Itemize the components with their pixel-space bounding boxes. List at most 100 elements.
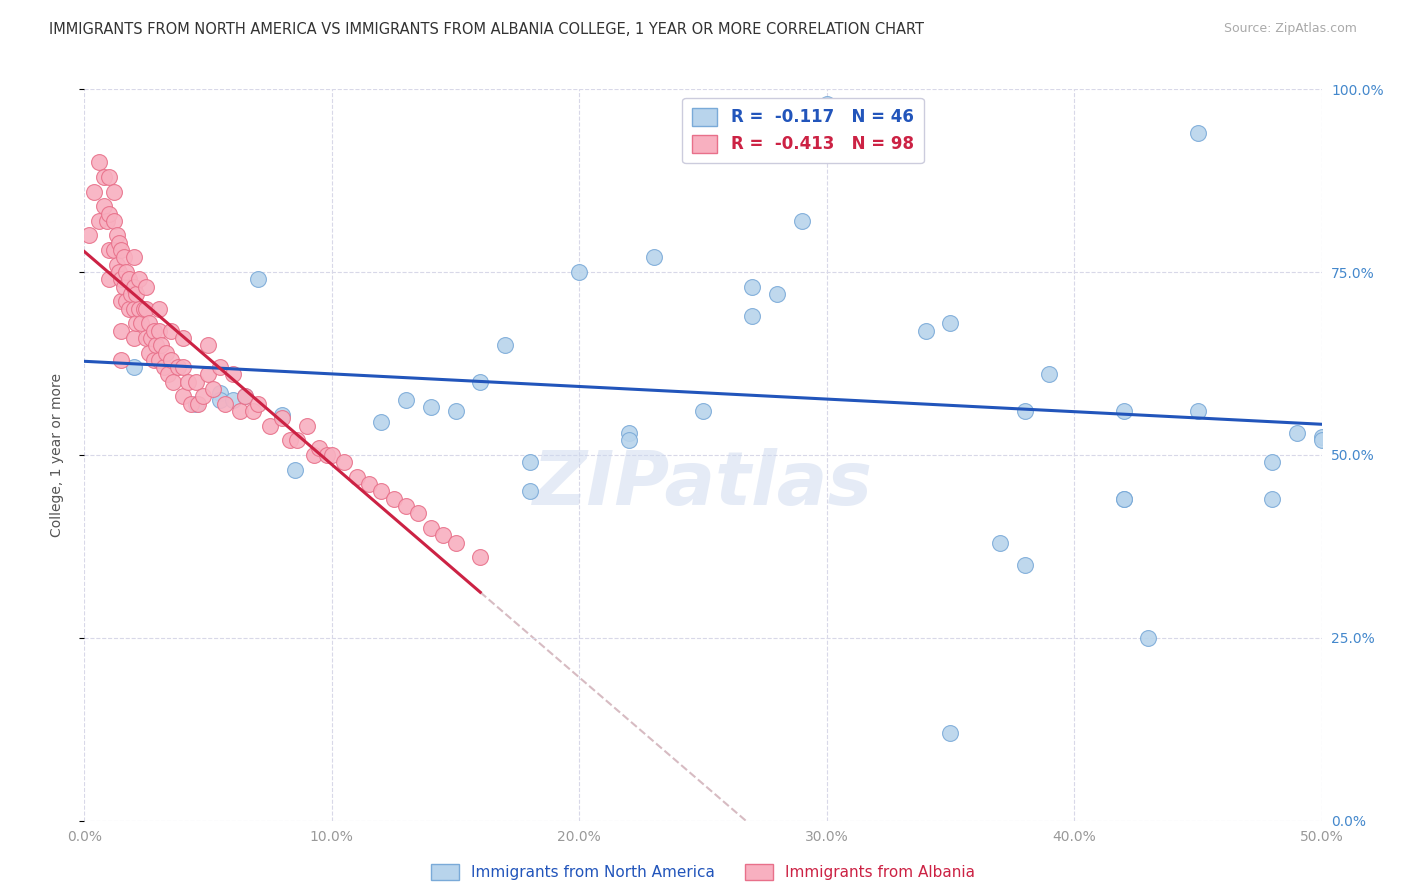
Point: [122, 251, 145, 265]
Point: [197, 368, 219, 382]
Point: [1261, 455, 1284, 469]
Point: [1112, 491, 1135, 506]
Point: [222, 368, 245, 382]
Point: [89, 214, 111, 228]
Point: [939, 726, 962, 740]
Point: [1112, 404, 1135, 418]
Point: [692, 404, 714, 418]
Point: [112, 279, 135, 293]
Point: [125, 287, 148, 301]
Point: [233, 389, 256, 403]
Point: [172, 331, 194, 345]
Point: [122, 279, 145, 293]
Point: [93, 199, 115, 213]
Point: [1187, 404, 1209, 418]
Point: [1112, 491, 1135, 506]
Point: [246, 272, 269, 286]
Point: [1310, 430, 1333, 444]
Text: IMMIGRANTS FROM NORTH AMERICA VS IMMIGRANTS FROM ALBANIA COLLEGE, 1 YEAR OR MORE: IMMIGRANTS FROM NORTH AMERICA VS IMMIGRA…: [49, 22, 924, 37]
Point: [1038, 368, 1060, 382]
Point: [187, 397, 209, 411]
Point: [295, 418, 318, 433]
Point: [129, 316, 152, 330]
Point: [284, 462, 307, 476]
Point: [83, 185, 105, 199]
Point: [1187, 126, 1209, 140]
Point: [128, 272, 150, 286]
Point: [1014, 558, 1036, 572]
Point: [138, 345, 160, 359]
Point: [790, 214, 813, 228]
Point: [617, 425, 640, 440]
Point: [1014, 404, 1036, 418]
Legend: Immigrants from North America, Immigrants from Albania: Immigrants from North America, Immigrant…: [425, 858, 981, 886]
Point: [197, 338, 219, 352]
Text: Source: ZipAtlas.com: Source: ZipAtlas.com: [1223, 22, 1357, 36]
Point: [914, 324, 936, 338]
Point: [741, 279, 763, 293]
Point: [308, 441, 330, 455]
Point: [202, 382, 225, 396]
Point: [142, 324, 165, 338]
Point: [209, 385, 232, 400]
Point: [246, 397, 269, 411]
Point: [122, 331, 145, 345]
Point: [741, 309, 763, 323]
Point: [98, 243, 121, 257]
Point: [138, 316, 160, 330]
Point: [988, 535, 1011, 549]
Point: [172, 360, 194, 375]
Point: [79, 228, 101, 243]
Point: [333, 455, 356, 469]
Point: [432, 528, 454, 542]
Point: [419, 521, 441, 535]
Point: [110, 352, 132, 367]
Point: [222, 393, 245, 408]
Point: [103, 185, 125, 199]
Point: [1261, 491, 1284, 506]
Point: [259, 418, 281, 433]
Point: [1285, 425, 1308, 440]
Point: [395, 393, 418, 408]
Point: [150, 338, 173, 352]
Point: [148, 324, 170, 338]
Point: [617, 434, 640, 448]
Point: [103, 243, 125, 257]
Point: [1310, 434, 1333, 448]
Point: [271, 408, 294, 422]
Point: [98, 169, 121, 184]
Point: [395, 499, 418, 513]
Point: [172, 389, 194, 403]
Point: [155, 345, 177, 359]
Point: [89, 155, 111, 169]
Point: [152, 360, 174, 375]
Point: [519, 455, 541, 469]
Point: [214, 397, 236, 411]
Point: [142, 352, 165, 367]
Point: [180, 397, 202, 411]
Point: [93, 169, 115, 184]
Point: [184, 375, 207, 389]
Point: [470, 550, 492, 565]
Point: [242, 404, 264, 418]
Point: [128, 301, 150, 316]
Point: [135, 301, 157, 316]
Point: [370, 415, 392, 429]
Point: [370, 484, 392, 499]
Point: [110, 324, 132, 338]
Point: [145, 338, 167, 352]
Point: [1137, 631, 1160, 645]
Point: [122, 301, 145, 316]
Point: [135, 279, 157, 293]
Point: [321, 448, 343, 462]
Point: [444, 404, 467, 418]
Point: [115, 265, 138, 279]
Point: [790, 126, 813, 140]
Point: [125, 316, 148, 330]
Point: [167, 360, 190, 375]
Point: [304, 448, 326, 462]
Point: [444, 535, 467, 549]
Point: [96, 214, 118, 228]
Point: [766, 287, 789, 301]
Point: [278, 434, 301, 448]
